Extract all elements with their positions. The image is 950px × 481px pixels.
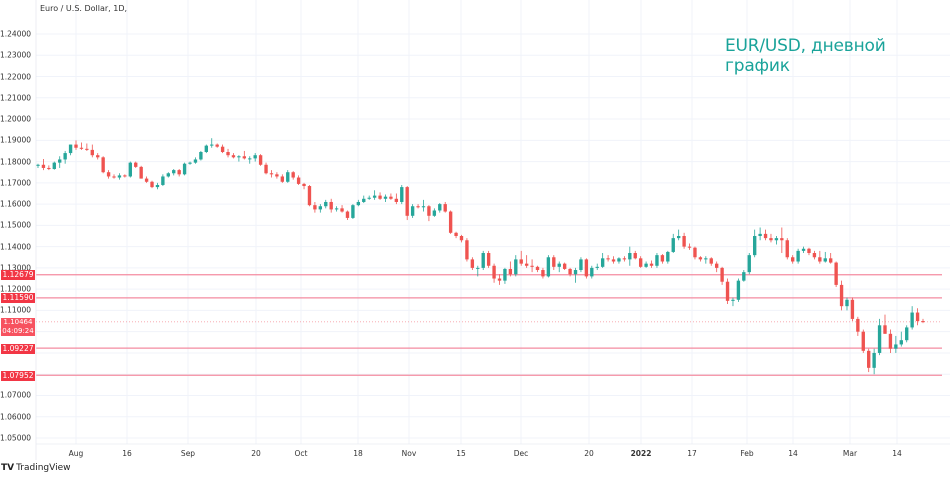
price-tick: 1.05000 xyxy=(0,433,32,443)
time-tick: Feb xyxy=(740,449,754,458)
time-tick: 16 xyxy=(122,449,132,458)
price-tick: 1.20000 xyxy=(0,114,32,124)
level-label-4: 1.07952 xyxy=(1,371,35,381)
time-tick: Mar xyxy=(842,449,858,458)
price-tick: 1.07000 xyxy=(0,390,32,400)
tradingview-logo-text: TradingView xyxy=(16,463,71,473)
price-tick: 1.16000 xyxy=(0,199,32,209)
price-tick: 1.19000 xyxy=(0,135,32,145)
time-tick: 20 xyxy=(251,449,261,458)
time-tick: 14 xyxy=(892,449,902,458)
time-tick: Sep xyxy=(180,449,196,458)
price-tick: 1.12000 xyxy=(0,284,32,294)
current-price: 1.10464 xyxy=(3,318,33,326)
tradingview-logo[interactable]: TV TradingView xyxy=(1,463,71,473)
price-tick: 1.06000 xyxy=(0,412,32,422)
time-tick: 15 xyxy=(456,449,466,458)
level-label-1: 1.12679 xyxy=(1,270,35,280)
horizontal-levels xyxy=(36,274,942,376)
overlay-title: EUR/USD, дневной график xyxy=(725,36,886,76)
time-tick: 20 xyxy=(584,449,594,458)
level-label-2: 1.11590 xyxy=(1,293,35,303)
time-tick: 14 xyxy=(788,449,798,458)
time-tick: Aug xyxy=(68,449,84,458)
price-tick: 1.17000 xyxy=(0,178,32,188)
price-tick: 1.24000 xyxy=(0,29,32,39)
time-tick: 17 xyxy=(687,449,697,458)
price-tick: 1.21000 xyxy=(0,93,32,103)
grid-lines xyxy=(36,0,950,444)
time-tick: 18 xyxy=(353,449,363,458)
time-tick: Oct xyxy=(294,449,308,458)
price-tick: 1.11000 xyxy=(0,305,32,315)
time-tick: Nov xyxy=(401,449,417,458)
time-tick: 2022 xyxy=(630,449,652,458)
bar-countdown: 04:09:24 xyxy=(2,327,34,335)
price-tick: 1.14000 xyxy=(0,242,32,252)
level-label-3: 1.09227 xyxy=(1,344,35,354)
price-tick: 1.13000 xyxy=(0,263,32,273)
price-tick: 1.18000 xyxy=(0,157,32,167)
symbol-title: Euro / U.S. Dollar, 1D, xyxy=(40,4,128,13)
candles xyxy=(36,138,925,375)
price-tick: 1.15000 xyxy=(0,220,32,230)
time-tick: Dec xyxy=(513,449,529,458)
tradingview-logo-icon: TV xyxy=(1,463,15,473)
price-tick: 1.22000 xyxy=(0,72,32,82)
current-price-label: 1.10464 04:09:24 xyxy=(1,318,35,336)
price-tick: 1.23000 xyxy=(0,50,32,60)
